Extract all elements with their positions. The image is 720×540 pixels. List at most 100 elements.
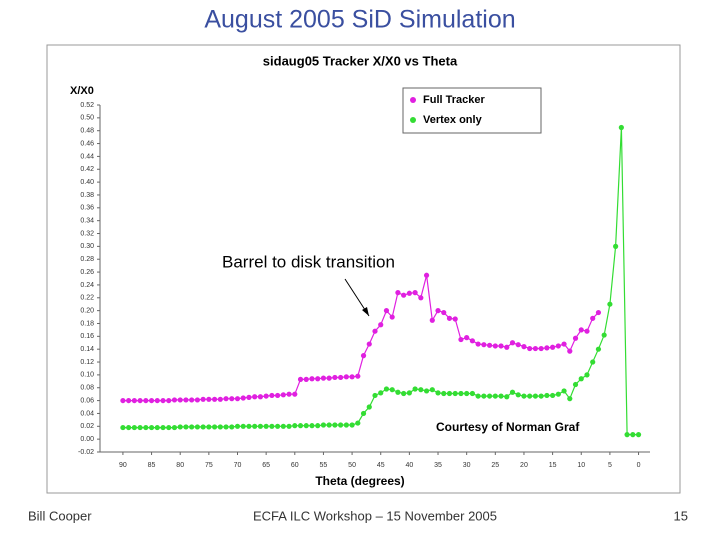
data-point [154,397,160,404]
data-point [423,388,430,394]
x-tick-label: 50 [348,462,356,469]
data-point [143,397,149,404]
data-point [561,388,567,394]
data-point [401,292,407,298]
data-point [423,272,430,278]
data-point [246,394,252,400]
data-point [200,424,206,430]
data-point [613,243,619,249]
data-point [452,390,458,397]
data-point [607,301,613,307]
data-point [160,424,166,431]
data-point [515,392,521,398]
data-point [263,423,269,429]
data-point [275,392,281,399]
data-point [338,374,344,381]
data-point [567,348,573,354]
data-point [366,341,372,347]
data-point [194,397,200,403]
data-point [280,423,286,429]
data-point [521,344,527,350]
data-point [378,390,384,396]
data-point [418,387,424,393]
y-tick-label: 0.06 [80,397,94,404]
data-point [148,397,155,404]
data-point [280,392,286,398]
data-point [211,396,218,402]
data-point [572,335,579,341]
data-point [189,424,195,430]
data-point [263,393,269,399]
data-point [521,393,527,399]
y-tick-label: 0.40 [80,179,94,186]
y-tick-label: 0.30 [80,243,94,250]
data-point [143,424,149,431]
x-tick-label: 35 [434,462,442,469]
data-point [572,381,579,388]
data-point [223,424,229,430]
data-point [544,392,550,399]
data-point [458,336,464,343]
data-point [292,423,298,429]
data-point [171,397,178,403]
data-point [269,392,275,399]
data-point [366,404,372,410]
data-point [630,432,636,438]
data-point [383,308,390,314]
data-point [148,424,155,431]
data-point [578,327,584,333]
data-point [315,423,321,429]
y-tick-label: 0.46 [80,140,94,147]
data-point [435,390,441,396]
x-tick-label: 15 [549,462,557,469]
data-point [120,424,126,431]
data-point [504,344,510,350]
data-point [527,345,533,352]
data-point [584,328,590,334]
data-point [349,374,355,380]
data-point [343,374,349,380]
data-point [538,345,544,352]
data-point [538,393,544,399]
data-point [389,314,395,320]
data-point [567,396,573,402]
data-point [555,391,561,397]
data-point [475,393,481,399]
data-point [544,345,550,351]
data-point [206,424,212,430]
y-tick-label: 0.38 [80,192,94,199]
data-point [166,397,172,404]
data-point [492,343,498,349]
data-point [309,376,315,382]
data-point [555,343,561,349]
x-tick-label: 5 [608,462,612,469]
data-point [515,342,521,348]
data-point [332,422,338,428]
data-point [601,332,607,338]
data-point [635,432,642,438]
y-tick-label: 0.18 [80,320,94,327]
data-point [360,410,367,417]
x-tick-label: 0 [637,462,641,469]
legend-label: Vertex only [423,114,483,126]
data-point [154,424,160,431]
data-point [469,390,475,397]
y-tick-label: 0.34 [80,218,94,225]
data-point [206,396,212,402]
data-point [217,424,223,430]
x-tick-label: 10 [577,462,585,469]
y-tick-label: 0.16 [80,333,94,340]
data-point [486,393,493,399]
data-point [309,423,315,429]
data-point [292,391,298,397]
data-point [320,422,327,428]
arrow-head [362,307,369,316]
data-point [137,424,143,431]
y-tick-label: 0.14 [80,346,94,353]
data-point [498,343,504,349]
data-point [315,376,321,382]
x-tick-label: 70 [234,462,242,469]
y-tick-label: 0.20 [80,307,94,314]
x-tick-label: 25 [491,462,499,469]
data-point [446,390,453,397]
